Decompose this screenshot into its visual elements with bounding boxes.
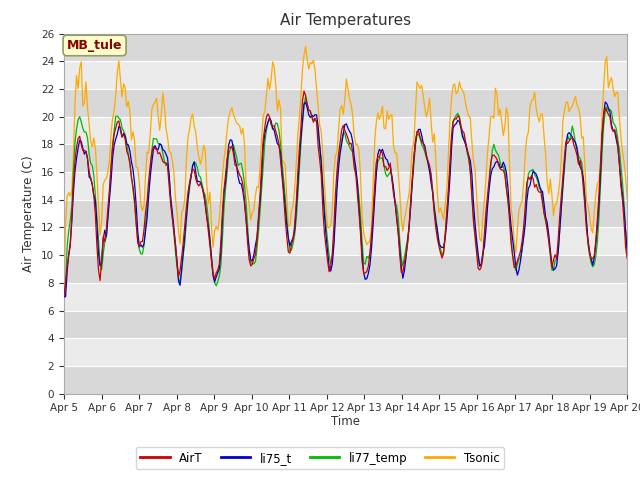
Bar xyxy=(64,117,627,144)
Bar xyxy=(64,89,627,117)
Bar xyxy=(64,144,627,172)
Bar xyxy=(64,200,627,228)
Bar xyxy=(64,366,627,394)
Bar xyxy=(64,34,627,61)
Bar xyxy=(64,228,627,255)
Text: MB_tule: MB_tule xyxy=(67,39,122,52)
Title: Air Temperatures: Air Temperatures xyxy=(280,13,411,28)
Bar xyxy=(64,172,627,200)
Bar xyxy=(64,283,627,311)
Bar xyxy=(64,61,627,89)
Bar xyxy=(64,311,627,338)
Bar xyxy=(64,255,627,283)
X-axis label: Time: Time xyxy=(331,415,360,428)
Legend: AirT, li75_t, li77_temp, Tsonic: AirT, li75_t, li77_temp, Tsonic xyxy=(136,447,504,469)
Y-axis label: Air Temperature (C): Air Temperature (C) xyxy=(22,156,35,272)
Bar xyxy=(64,338,627,366)
